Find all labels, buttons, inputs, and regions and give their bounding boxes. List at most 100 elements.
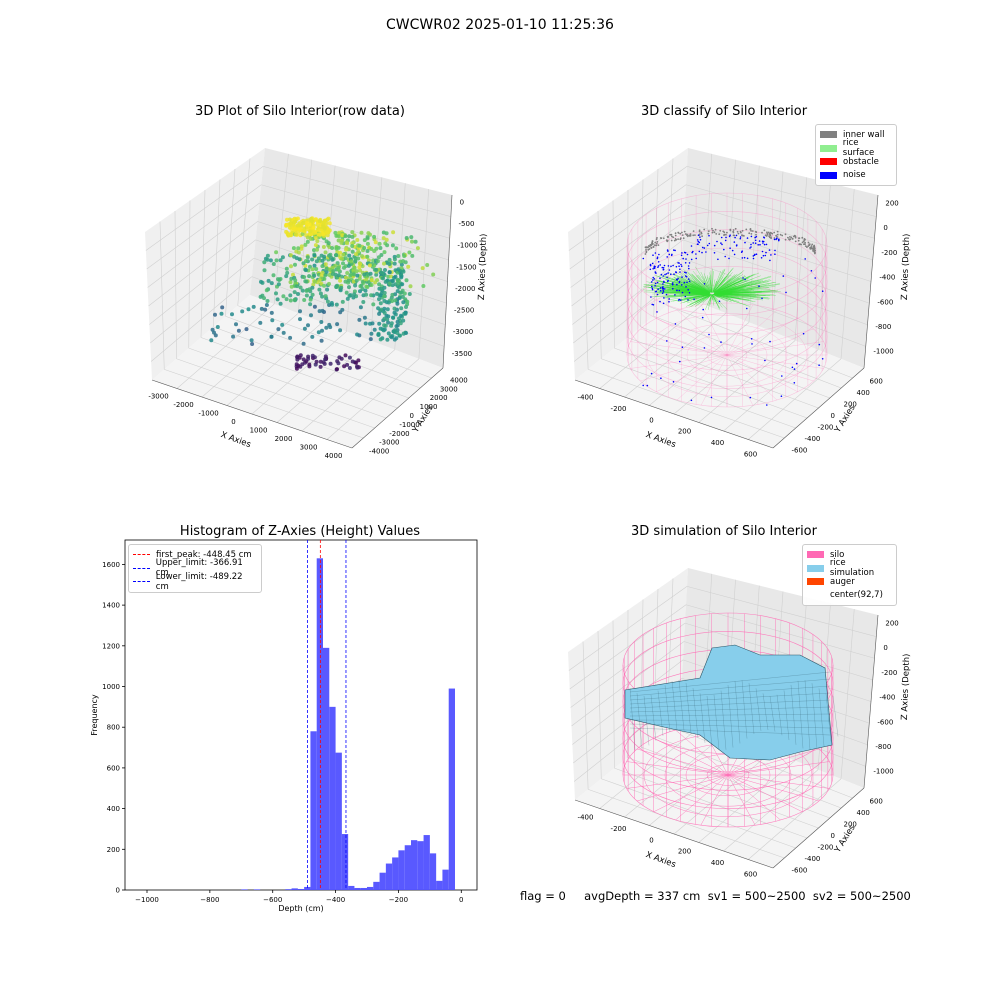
classify-silo-wireframe-floor-ring [686, 333, 768, 377]
raw-data-point [338, 310, 343, 315]
noise-point [750, 338, 753, 340]
inner-wall-point [723, 233, 726, 236]
histogram-bar [304, 886, 311, 890]
raw-axis-line [151, 379, 353, 449]
noise-point [653, 278, 655, 280]
noise-point [662, 268, 665, 271]
inner-wall-point [745, 228, 748, 231]
raw-ytick-label: 0 [410, 412, 414, 420]
histogram-bar [310, 731, 317, 890]
classify-ztick-label: -800 [875, 323, 891, 331]
noise-point [744, 278, 746, 281]
raw-data-point [323, 262, 328, 267]
noise-point [785, 291, 787, 294]
histogram-legend: first_peak: -448.45 cm Upper_limit: -366… [128, 544, 262, 593]
inner-wall-point [657, 244, 660, 247]
rice-surface-ray [644, 286, 706, 294]
classify-silo-wireframe-spoke [726, 354, 754, 406]
raw-data-point [373, 240, 378, 245]
noise-point [676, 279, 679, 281]
histogram-x-axis-label: Depth (cm) [278, 904, 323, 913]
raw-data-point [324, 325, 329, 330]
raw-data-point [284, 266, 289, 271]
noise-point [781, 375, 783, 377]
classify-silo-wireframe-ring [626, 211, 828, 316]
raw-data-point [334, 253, 339, 258]
noise-point [793, 382, 796, 384]
histogram-bar [385, 863, 393, 890]
raw-data-point [385, 243, 390, 248]
raw-data-point [328, 361, 333, 366]
noise-point [775, 237, 778, 240]
noise-point [677, 262, 679, 264]
raw-data-point [352, 292, 357, 297]
noise-point [758, 285, 760, 288]
noise-point [735, 234, 738, 237]
noise-point [677, 299, 680, 301]
rice-surface-ray [688, 294, 710, 299]
rice-simulation-surface [624, 644, 839, 761]
noise-point [659, 300, 661, 303]
raw-data-point [350, 230, 355, 235]
raw-data-point [347, 355, 352, 360]
noise-point [705, 251, 707, 253]
noise-point [706, 244, 709, 247]
rice-surface-mesh-line [818, 688, 825, 746]
raw-grid-line [147, 202, 260, 288]
noise-point [663, 280, 665, 283]
raw-xtick-label: 1000 [250, 426, 268, 434]
inner-wall-point [692, 230, 695, 233]
inner-wall-point [755, 233, 757, 236]
raw-data-point [406, 264, 411, 269]
raw-data-point [319, 273, 324, 278]
noise-point [708, 333, 710, 336]
histogram-bar [367, 886, 374, 890]
raw-data-point [402, 254, 407, 258]
raw-data-point [302, 326, 307, 331]
simulation-plot-title: 3D simulation of Silo Interior [631, 524, 817, 539]
rice-surface-ray [709, 272, 712, 292]
rice-surface-ray [667, 271, 708, 292]
raw-data-point [396, 281, 400, 286]
raw-data-point [294, 232, 298, 237]
noise-point [661, 266, 664, 269]
raw-data-point [405, 299, 410, 304]
raw-data-point [376, 332, 381, 337]
inner-wall-point [761, 231, 763, 234]
inner-wall-point [667, 235, 669, 238]
raw-data-point [369, 293, 374, 298]
classify-grid-line [570, 202, 686, 288]
noise-point [658, 253, 660, 256]
raw-data-point [319, 253, 324, 258]
histogram-bar [398, 850, 405, 890]
raw-data-point [328, 267, 333, 272]
rice-surface-ray [712, 294, 719, 298]
noise-point [725, 236, 727, 239]
rice-surface-ray [705, 279, 712, 293]
noise-point [739, 237, 742, 240]
legend-upper-limit: Upper_limit: -366.91 cm [155, 558, 243, 579]
noise-point [652, 267, 654, 270]
noise-point [667, 279, 669, 282]
noise-point [674, 249, 676, 252]
raw-grid-line [276, 340, 371, 423]
obstacle-swatch [820, 158, 837, 166]
inner-wall-point [674, 234, 677, 237]
inner-wall-point [714, 228, 717, 231]
raw-data-point [280, 255, 285, 260]
noise-point [762, 242, 764, 244]
rice-surface-ray [714, 275, 735, 293]
noise-point [717, 258, 719, 261]
simulation-grid-line [698, 760, 796, 843]
noise-point [662, 283, 664, 285]
raw-data-point [381, 328, 386, 333]
raw-data-point [324, 269, 329, 274]
noise-point [656, 257, 659, 260]
inner-wall-point [766, 232, 769, 235]
raw-data-point [311, 282, 316, 287]
raw-data-point [310, 292, 315, 297]
raw-data-point [365, 249, 370, 253]
inner-wall-point [732, 231, 735, 234]
raw-data-point [309, 313, 313, 318]
raw-data-point [336, 361, 341, 366]
